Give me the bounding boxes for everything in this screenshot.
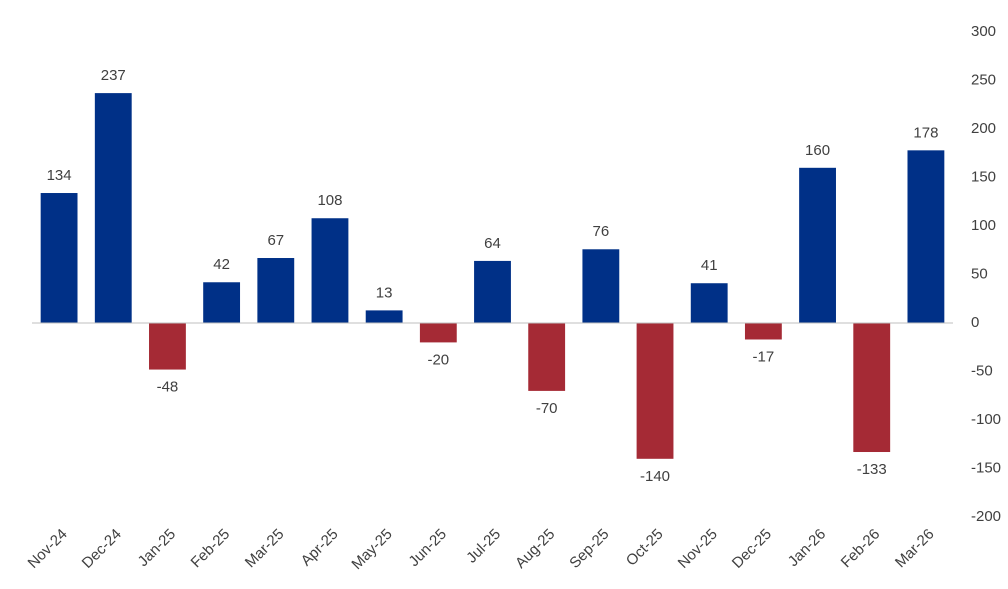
data-label: -133 [857, 461, 887, 478]
bar [474, 260, 511, 323]
data-label: 13 [376, 284, 393, 301]
bar [528, 323, 566, 391]
x-tick-label: Sep-25 [566, 526, 612, 572]
y-tick-label: -100 [971, 411, 1001, 428]
x-tick-label: Nov-24 [25, 526, 71, 572]
y-tick-label: -50 [971, 362, 993, 379]
x-tick-label: Oct-25 [623, 526, 667, 570]
y-tick-label: 150 [971, 168, 996, 185]
bar [853, 323, 891, 453]
y-tick-label: 250 [971, 71, 996, 88]
data-label: -20 [427, 351, 449, 368]
data-label: 41 [701, 257, 718, 274]
bar [311, 218, 349, 323]
x-tick-label: Feb-25 [188, 526, 234, 572]
x-tick-label: Jul-25 [463, 526, 504, 567]
bar [582, 249, 620, 323]
data-label: -140 [640, 468, 670, 485]
bar [257, 258, 295, 323]
data-label: 160 [805, 142, 830, 159]
x-tick-label: May-25 [348, 526, 395, 573]
bar [40, 193, 78, 323]
y-tick-label: -150 [971, 459, 1001, 476]
bar [636, 323, 674, 459]
x-tick-label: Jun-25 [405, 526, 449, 570]
bar [690, 283, 728, 323]
y-tick-label: 100 [971, 217, 996, 234]
bar [365, 310, 403, 323]
bar [419, 323, 457, 343]
data-label: 178 [913, 124, 938, 141]
y-tick-label: 0 [971, 314, 979, 331]
data-label: 134 [47, 167, 72, 184]
data-label: 42 [213, 256, 230, 273]
x-tick-label: Apr-25 [298, 526, 342, 570]
data-label: -17 [753, 348, 775, 365]
data-label: 237 [101, 67, 126, 84]
x-tick-label: Mar-25 [242, 526, 288, 572]
data-label: -70 [536, 400, 558, 417]
x-tick-label: Mar-26 [892, 526, 938, 572]
y-tick-label: 200 [971, 120, 996, 137]
x-tick-label: Jan-25 [135, 526, 179, 570]
x-tick-label: Nov-25 [675, 526, 721, 572]
x-tick-label: Jan-26 [785, 526, 829, 570]
bar [203, 282, 241, 323]
x-tick-label: Dec-25 [729, 526, 775, 572]
data-label: 108 [317, 192, 342, 209]
bar [149, 323, 186, 370]
bar [94, 93, 132, 323]
y-tick-label: -200 [971, 508, 1001, 525]
x-tick-label: Dec-24 [79, 526, 125, 572]
x-tick-label: Feb-26 [838, 526, 884, 572]
data-label: 76 [593, 223, 610, 240]
bar [907, 150, 945, 323]
data-label: 64 [484, 235, 501, 252]
y-tick-label: 50 [971, 265, 988, 282]
bar [799, 167, 836, 323]
data-label: -48 [157, 379, 179, 396]
data-label: 67 [267, 232, 284, 249]
x-tick-label: Aug-25 [512, 526, 558, 572]
bar [744, 323, 782, 340]
y-tick-label: 300 [971, 23, 996, 40]
